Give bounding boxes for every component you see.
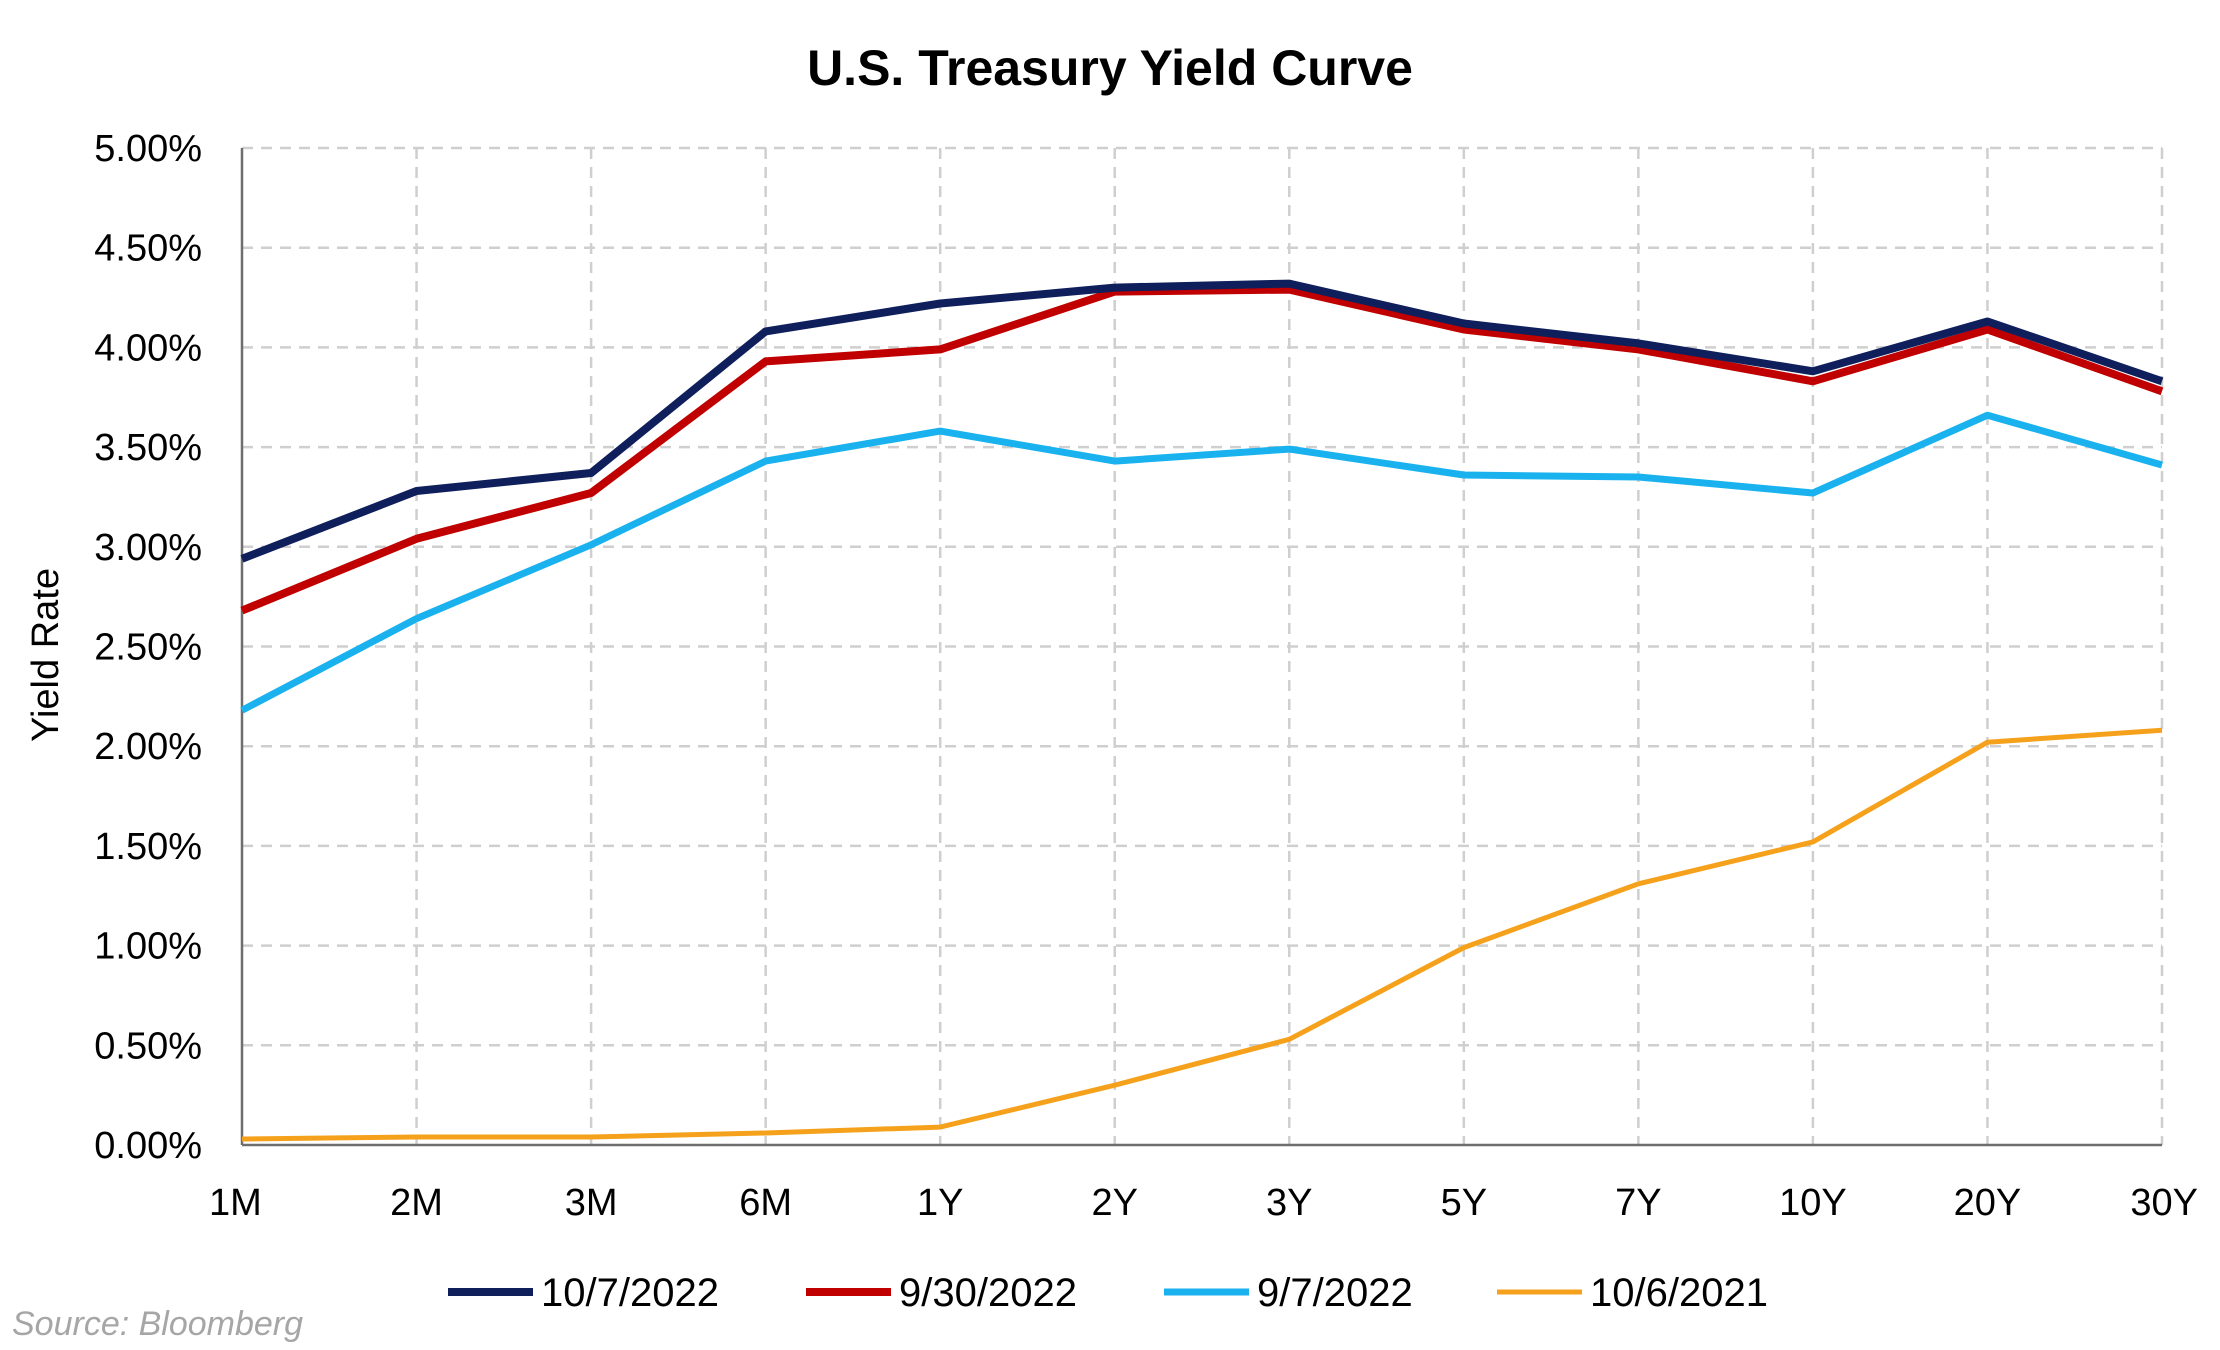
y-tick-label: 0.50% <box>94 1025 202 1067</box>
legend: 10/7/2022 9/30/2022 9/7/2022 10/6/2021 <box>448 1271 1768 1315</box>
y-tick-labels: 0.00% 0.50% 1.00% 1.50% 2.00% 2.50% 3.00% 3.50%… <box>94 128 202 1167</box>
legend-label: 10/6/2021 <box>1590 1271 1768 1315</box>
legend-label: 10/7/2022 <box>541 1271 719 1315</box>
x-tick-labels: 1M 2M 3M 6M 1Y 2Y 3Y 5Y 7Y 10Y 20Y 30Y <box>209 1182 2198 1224</box>
series-line-3 <box>241 727 2163 1142</box>
y-tick-label: 1.50% <box>94 826 202 868</box>
x-tick-label: 20Y <box>1954 1182 2022 1224</box>
x-tick-label: 2M <box>390 1182 443 1224</box>
x-tick-label: 6M <box>739 1182 792 1224</box>
x-tick-label: 3Y <box>1266 1182 1312 1224</box>
x-tick-label: 5Y <box>1441 1182 1487 1224</box>
axes <box>240 148 2162 1147</box>
y-tick-label: 3.00% <box>94 527 202 569</box>
y-axis-label: Yield Rate <box>25 568 67 742</box>
x-tick-label: 1Y <box>917 1182 963 1224</box>
legend-label: 9/7/2022 <box>1257 1271 1413 1315</box>
gridlines <box>242 146 2164 1145</box>
x-tick-label: 3M <box>565 1182 618 1224</box>
y-tick-label: 2.50% <box>94 627 202 669</box>
x-tick-label: 10Y <box>1779 1182 1847 1224</box>
x-tick-label: 7Y <box>1615 1182 1661 1224</box>
y-tick-label: 1.00% <box>94 926 202 968</box>
series-line-1 <box>240 285 2164 615</box>
series-line-0 <box>240 279 2164 563</box>
y-tick-label: 5.00% <box>94 128 202 170</box>
y-tick-label: 4.00% <box>94 327 202 369</box>
y-tick-label: 0.00% <box>94 1125 202 1167</box>
y-tick-label: 4.50% <box>94 228 202 270</box>
x-tick-label: 2Y <box>1091 1182 1137 1224</box>
series-line-2 <box>240 411 2163 714</box>
x-tick-label: 30Y <box>2130 1182 2198 1224</box>
y-tick-label: 2.00% <box>94 726 202 768</box>
legend-label: 9/30/2022 <box>899 1271 1077 1315</box>
chart-title: U.S. Treasury Yield Curve <box>807 40 1413 96</box>
source-note: Source: Bloomberg <box>12 1305 303 1343</box>
y-tick-label: 3.50% <box>94 427 202 469</box>
series-lines <box>240 279 2164 1142</box>
x-tick-label: 1M <box>209 1182 262 1224</box>
